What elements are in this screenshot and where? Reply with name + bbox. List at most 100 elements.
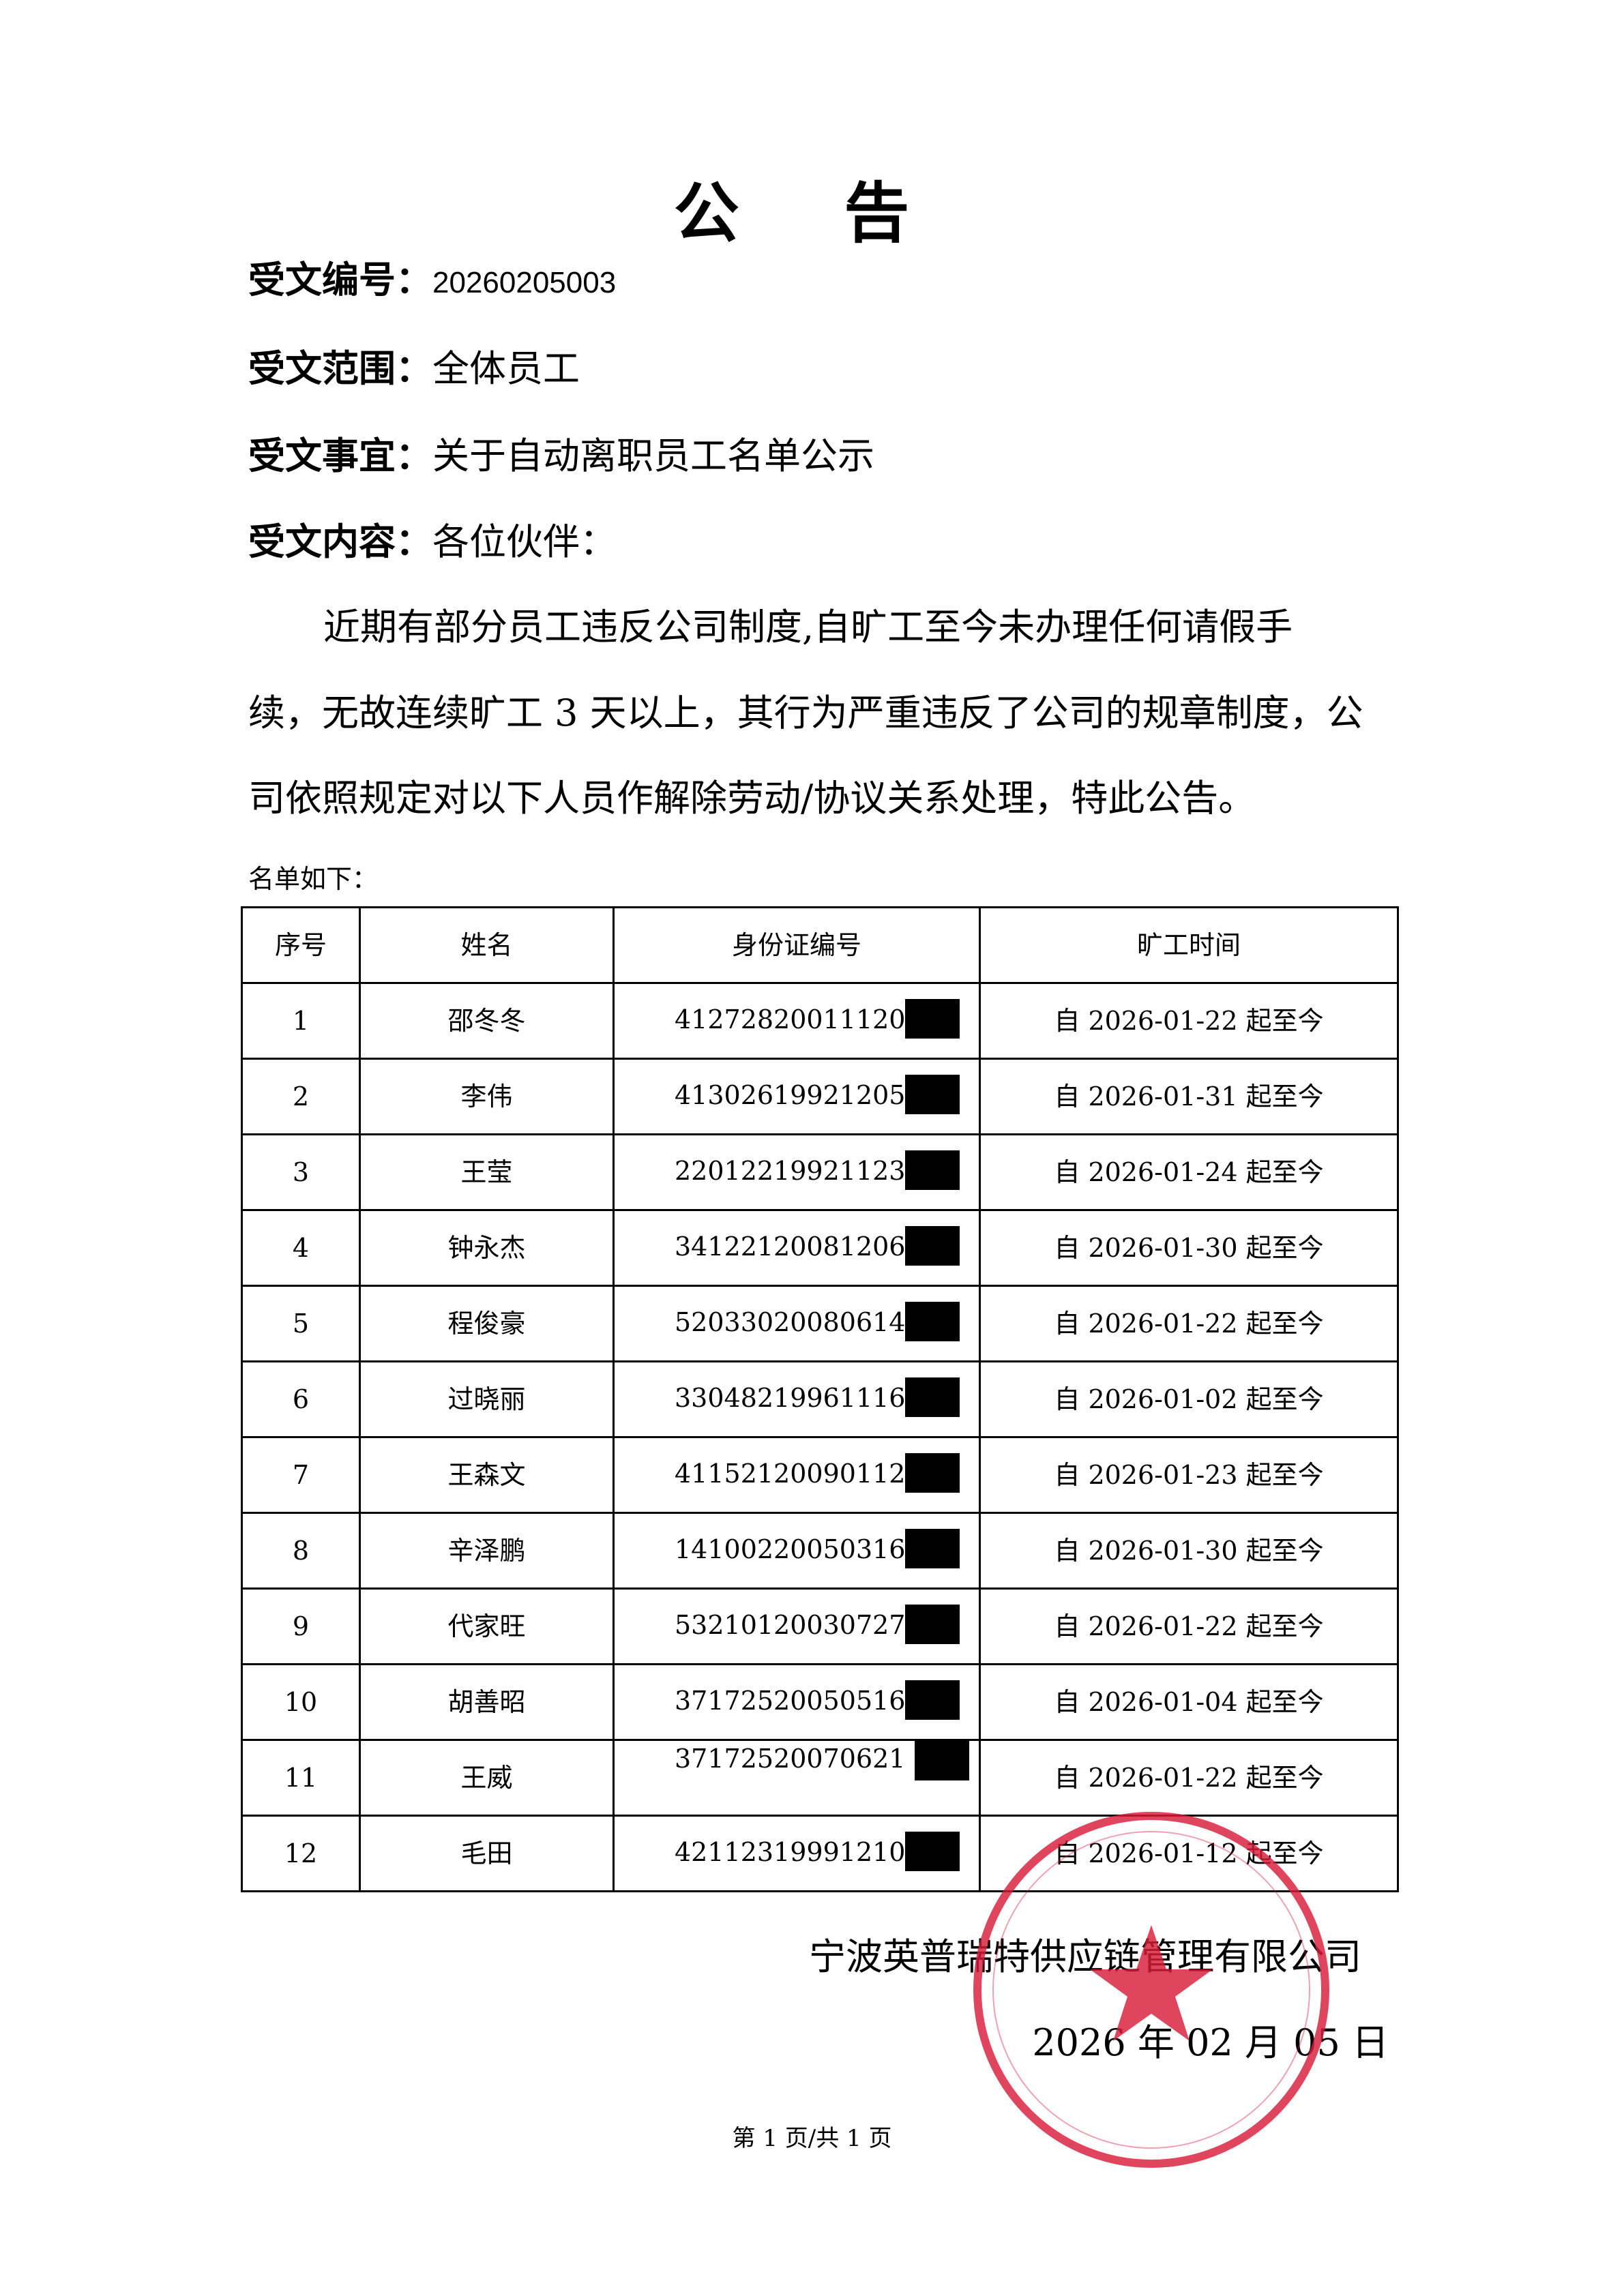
cell-name: 毛田 (359, 1815, 615, 1892)
table-row: 3 王莹 22012219921123 自 2026-01-24 起至今 (241, 1133, 1399, 1211)
cell-no: 12 (241, 1815, 361, 1892)
cell-id: 52033020080614 (612, 1285, 981, 1362)
redaction-box (905, 1831, 960, 1871)
cell-name: 王森文 (359, 1436, 615, 1514)
cell-no-text: 10 (284, 1687, 318, 1717)
cell-id-text: 37172520050516 (675, 1686, 906, 1716)
cell-id-text: 34122120081206 (675, 1232, 906, 1262)
cell-name-text: 钟永杰 (447, 1233, 526, 1263)
cell-no-text: 9 (292, 1611, 310, 1641)
cell-no-text: 2 (292, 1082, 310, 1112)
header-id: 身份证编号 (612, 906, 981, 984)
cell-id: 41272820011120 (612, 982, 981, 1060)
cell-name: 邵冬冬 (359, 982, 615, 1060)
cell-absence-period-text: 自 2026-01-23 起至今 (1054, 1460, 1324, 1490)
field-doc-number: 受文编号：20260205003 (248, 256, 616, 307)
signature-date: 2026 年 02 月 05 日 (1032, 2021, 1389, 2064)
cell-id-text: 52033020080614 (675, 1307, 906, 1338)
header-no: 序号 (241, 906, 361, 984)
field-value: 20260205003 (432, 266, 617, 299)
cell-name-text: 王莹 (460, 1157, 513, 1187)
redaction-box (905, 1680, 960, 1720)
cell-no: 9 (241, 1587, 361, 1665)
cell-absence-period: 自 2026-01-23 起至今 (979, 1436, 1399, 1514)
cell-absence-period: 自 2026-01-04 起至今 (979, 1663, 1399, 1741)
table-row: 2 李伟 41302619921205 自 2026-01-31 起至今 (241, 1058, 1399, 1135)
cell-name-text: 过晓丽 (447, 1384, 526, 1414)
cell-name-text: 程俊豪 (447, 1309, 526, 1339)
cell-id-text: 42112319991210 (675, 1837, 906, 1868)
field-value: 全体员工 (432, 347, 580, 390)
cell-no: 4 (241, 1209, 361, 1287)
cell-no-text: 6 (292, 1384, 310, 1414)
cell-no: 5 (241, 1285, 361, 1362)
redaction-box (915, 1741, 969, 1780)
redaction-box (905, 1150, 960, 1190)
field-content: 受文内容：各位伙伴： (248, 518, 617, 566)
cell-id: 22012219921123 (612, 1133, 981, 1211)
cell-id: 37172520050516 (612, 1663, 981, 1741)
table-row: 12 毛田 42112319991210 自 2026-01-12 起至今 (241, 1815, 1399, 1892)
redaction-box (905, 1301, 960, 1341)
body-paragraph-line: 近期有部分员工违反公司制度,自旷工至今未办理任何请假手 (323, 606, 1293, 648)
cell-absence-period: 自 2026-01-30 起至今 (979, 1209, 1399, 1287)
table-row: 8 辛泽鹏 14100220050316 自 2026-01-30 起至今 (241, 1512, 1399, 1590)
cell-name-text: 王森文 (447, 1460, 526, 1490)
cell-id-text: 33048219961116 (675, 1383, 906, 1414)
cell-name: 钟永杰 (359, 1209, 615, 1287)
cell-absence-period: 自 2026-01-12 起至今 (979, 1815, 1399, 1892)
redaction-box (905, 1604, 960, 1644)
cell-id-text: 14100220050316 (675, 1534, 906, 1565)
table-row: 4 钟永杰 34122120081206 自 2026-01-30 起至今 (241, 1209, 1399, 1287)
cell-no-text: 11 (284, 1763, 318, 1793)
cell-id: 41152120090112 (612, 1436, 981, 1514)
cell-name: 过晓丽 (359, 1360, 615, 1438)
cell-name: 程俊豪 (359, 1285, 615, 1362)
cell-absence-period: 自 2026-01-24 起至今 (979, 1133, 1399, 1211)
cell-absence-period-text: 自 2026-01-24 起至今 (1054, 1157, 1324, 1187)
redaction-box (905, 1452, 960, 1493)
cell-absence-period-text: 自 2026-01-22 起至今 (1054, 1006, 1324, 1036)
cell-name-text: 毛田 (460, 1838, 513, 1868)
cell-absence-period: 自 2026-01-22 起至今 (979, 1285, 1399, 1362)
field-label: 受文编号： (248, 258, 432, 301)
cell-id-text: 41272820011120 (675, 1004, 906, 1035)
cell-absence-period-text: 自 2026-01-30 起至今 (1054, 1233, 1324, 1263)
cell-no: 1 (241, 982, 361, 1060)
cell-id-text: 22012219921123 (675, 1156, 906, 1187)
table-row: 10 胡善昭 37172520050516 自 2026-01-04 起至今 (241, 1663, 1399, 1741)
cell-id-text: 41152120090112 (675, 1459, 906, 1489)
cell-id: 42112319991210 (612, 1815, 981, 1892)
list-label: 名单如下： (248, 864, 379, 894)
cell-absence-period-text: 自 2026-01-22 起至今 (1054, 1611, 1324, 1641)
cell-name: 王莹 (359, 1133, 615, 1211)
table-row: 5 程俊豪 52033020080614 自 2026-01-22 起至今 (241, 1285, 1399, 1362)
cell-name-text: 邵冬冬 (447, 1006, 526, 1036)
cell-name-text: 辛泽鹏 (447, 1536, 526, 1566)
table-row: 6 过晓丽 33048219961116 自 2026-01-02 起至今 (241, 1360, 1399, 1438)
cell-name: 辛泽鹏 (359, 1512, 615, 1590)
cell-no: 8 (241, 1512, 361, 1590)
cell-no-text: 12 (284, 1838, 318, 1868)
cell-absence-period: 自 2026-01-22 起至今 (979, 982, 1399, 1060)
redaction-box (905, 1528, 960, 1568)
cell-absence-period-text: 自 2026-01-22 起至今 (1054, 1309, 1324, 1339)
page-number: 第 1 页/共 1 页 (732, 2125, 892, 2152)
cell-id: 34122120081206 (612, 1209, 981, 1287)
cell-no-text: 3 (292, 1157, 310, 1187)
cell-absence-period: 自 2026-01-31 起至今 (979, 1058, 1399, 1135)
cell-absence-period: 自 2026-01-02 起至今 (979, 1360, 1399, 1438)
cell-name: 胡善昭 (359, 1663, 615, 1741)
cell-no: 7 (241, 1436, 361, 1514)
cell-absence-period-text: 自 2026-01-22 起至今 (1054, 1763, 1324, 1793)
cell-id-text: 37172520070621 (675, 1744, 906, 1774)
body-paragraph-line: 司依照规定对以下人员作解除劳动/协议关系处理，特此公告。 (248, 777, 1256, 820)
field-label: 受文内容： (248, 520, 432, 563)
table-row: 1 邵冬冬 41272820011120 自 2026-01-22 起至今 (241, 982, 1399, 1060)
cell-absence-period-text: 自 2026-01-31 起至今 (1054, 1082, 1324, 1112)
redaction-box (905, 1225, 960, 1266)
field-subject: 受文事宜：关于自动离职员工名单公示 (248, 432, 874, 480)
cell-id: 33048219961116 (612, 1360, 981, 1438)
cell-id-text: 53210120030727 (675, 1610, 906, 1641)
header-absence-period: 旷工时间 (979, 906, 1399, 984)
